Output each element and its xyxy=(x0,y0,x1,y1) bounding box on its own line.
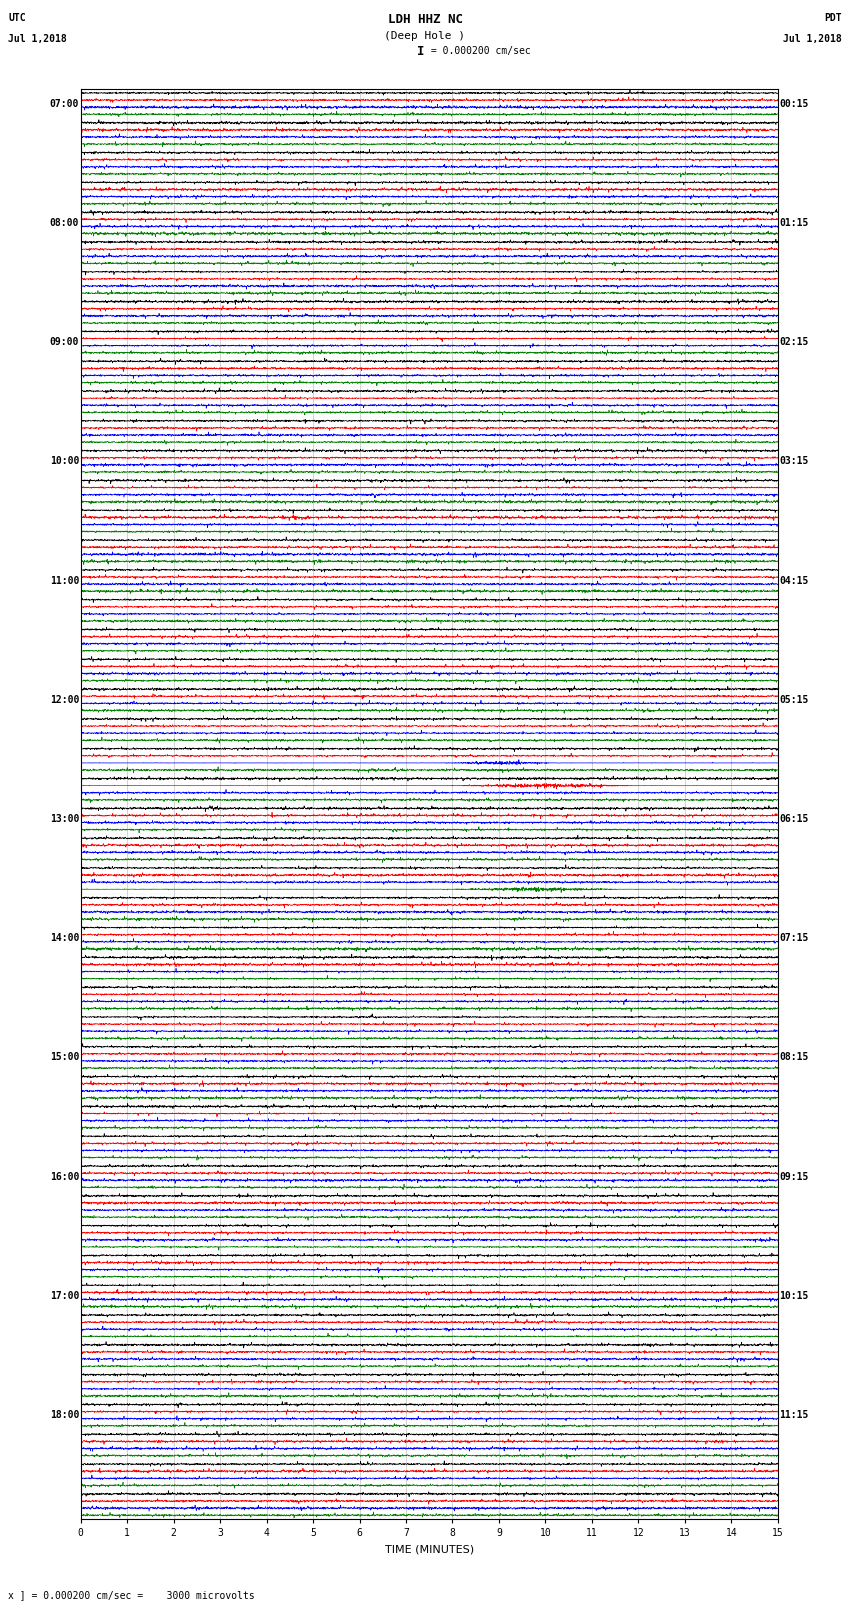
Text: 15:00: 15:00 xyxy=(49,1052,79,1063)
Text: LDH HHZ NC: LDH HHZ NC xyxy=(388,13,462,26)
Text: 08:00: 08:00 xyxy=(49,218,79,227)
Text: UTC: UTC xyxy=(8,13,26,23)
Text: PDT: PDT xyxy=(824,13,842,23)
Text: 06:15: 06:15 xyxy=(779,815,809,824)
Text: 10:00: 10:00 xyxy=(49,456,79,466)
Text: 11:00: 11:00 xyxy=(49,576,79,586)
Text: (Deep Hole ): (Deep Hole ) xyxy=(384,31,466,40)
Text: I: I xyxy=(417,45,424,58)
Text: 02:15: 02:15 xyxy=(779,337,809,347)
X-axis label: TIME (MINUTES): TIME (MINUTES) xyxy=(385,1544,473,1553)
Text: 10:15: 10:15 xyxy=(779,1290,809,1302)
Text: 13:00: 13:00 xyxy=(49,815,79,824)
Text: Jul 1,2018: Jul 1,2018 xyxy=(783,34,842,44)
Text: 16:00: 16:00 xyxy=(49,1171,79,1182)
Text: 03:15: 03:15 xyxy=(779,456,809,466)
Text: 11:15: 11:15 xyxy=(779,1410,809,1419)
Text: 17:00: 17:00 xyxy=(49,1290,79,1302)
Text: 18:00: 18:00 xyxy=(49,1410,79,1419)
Text: 14:00: 14:00 xyxy=(49,934,79,944)
Text: 12:00: 12:00 xyxy=(49,695,79,705)
Text: 05:15: 05:15 xyxy=(779,695,809,705)
Text: = 0.000200 cm/sec: = 0.000200 cm/sec xyxy=(425,47,530,56)
Text: Jul 1,2018: Jul 1,2018 xyxy=(8,34,67,44)
Text: 08:15: 08:15 xyxy=(779,1052,809,1063)
Text: 01:15: 01:15 xyxy=(779,218,809,227)
Text: 09:00: 09:00 xyxy=(49,337,79,347)
Text: x ] = 0.000200 cm/sec =    3000 microvolts: x ] = 0.000200 cm/sec = 3000 microvolts xyxy=(8,1590,255,1600)
Text: 07:00: 07:00 xyxy=(49,98,79,108)
Text: 09:15: 09:15 xyxy=(779,1171,809,1182)
Text: 07:15: 07:15 xyxy=(779,934,809,944)
Text: 00:15: 00:15 xyxy=(779,98,809,108)
Text: 04:15: 04:15 xyxy=(779,576,809,586)
